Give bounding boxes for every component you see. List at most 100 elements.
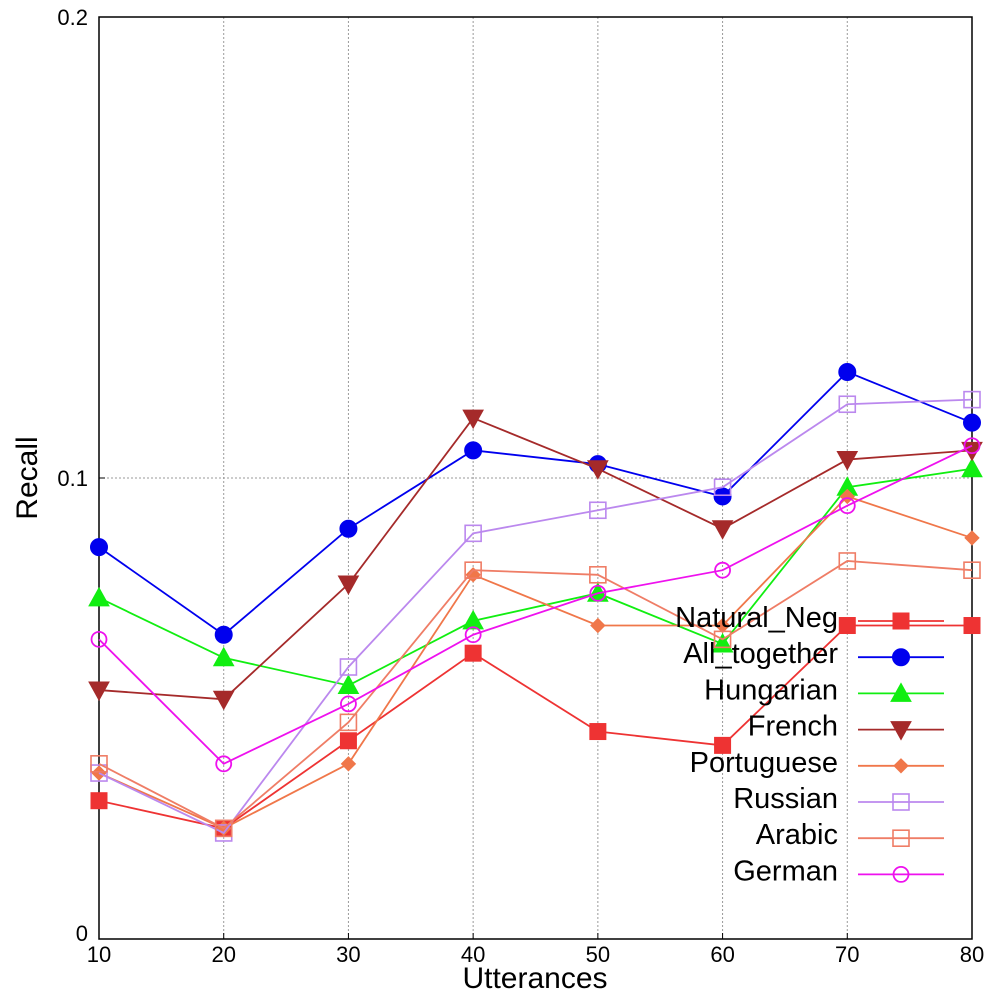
- legend-label-french: French: [748, 711, 838, 743]
- y-tick-label: 0: [76, 921, 88, 946]
- series-hungarian: [88, 457, 983, 694]
- legend-item-arabic: Arabic: [756, 819, 944, 851]
- legend-label-hungarian: Hungarian: [704, 674, 838, 706]
- data-point-portuguese: [340, 756, 357, 772]
- data-point-portuguese: [714, 617, 731, 634]
- data-point-russian: [90, 764, 108, 782]
- data-point-all-together: [214, 625, 233, 644]
- series-line-hungarian: [98, 467, 973, 687]
- legend-marker-hungarian: [890, 682, 912, 702]
- data-point-natural-neg: [589, 723, 607, 741]
- legend-item-russian: Russian: [733, 783, 944, 815]
- data-point-all-together: [713, 487, 732, 506]
- x-tick-label: 80: [960, 942, 984, 967]
- data-point-german: [838, 497, 856, 515]
- data-point-french: [836, 451, 859, 471]
- grid: [99, 17, 972, 939]
- legend-item-french: French: [748, 711, 944, 743]
- x-axis-label: Utterances: [462, 962, 607, 995]
- legend-label-portuguese: Portuguese: [690, 747, 838, 779]
- data-point-portuguese: [590, 617, 606, 634]
- series-line-natural-neg: [98, 624, 972, 830]
- legend-marker-french: [890, 721, 912, 741]
- x-tick-label: 10: [87, 942, 111, 967]
- x-tick-label: 30: [336, 942, 360, 967]
- data-point-all-together: [963, 413, 981, 432]
- legend-label-natural-neg: Natural_Neg: [675, 602, 838, 634]
- data-point-french: [337, 575, 360, 596]
- legend-item-hungarian: Hungarian: [704, 674, 944, 706]
- legend-label-all-together: All_together: [683, 638, 838, 670]
- data-point-hungarian: [462, 609, 484, 630]
- series-lines: [88, 362, 983, 842]
- y-tick-label: 0.1: [57, 466, 88, 491]
- data-point-all-together: [339, 519, 358, 538]
- legend-item-german: German: [733, 855, 944, 887]
- y-tick-label: 0.2: [57, 5, 88, 30]
- data-point-arabic: [464, 561, 482, 580]
- data-point-natural-neg: [90, 792, 108, 810]
- data-point-arabic: [963, 561, 981, 580]
- series-line-german: [98, 444, 973, 765]
- series-french: [88, 409, 983, 711]
- data-point-german: [714, 561, 731, 579]
- data-point-russian: [963, 390, 981, 409]
- axis-ticks: 10 20 30 40 50 60 70 80 0 0.1 0.2: [57, 5, 984, 967]
- y-axis-label: Recall: [11, 436, 44, 519]
- data-point-all-together: [90, 538, 108, 557]
- legend-label-arabic: Arabic: [756, 819, 838, 851]
- legend-marker-natural-neg: [892, 612, 910, 630]
- data-point-all-together: [464, 441, 483, 460]
- data-point-hungarian: [961, 457, 983, 478]
- series-line-all-together: [98, 370, 973, 636]
- legend: Natural_Neg All_together Hungarian French Po…: [675, 602, 944, 887]
- legend-marker-russian: [892, 793, 910, 811]
- data-point-french: [88, 681, 110, 702]
- data-point-natural-neg: [963, 617, 981, 635]
- data-point-arabic: [589, 566, 607, 584]
- data-point-german: [340, 695, 357, 713]
- data-point-arabic: [713, 630, 732, 649]
- data-point-all-together: [838, 362, 857, 381]
- data-point-hungarian: [88, 586, 110, 607]
- series-german: [90, 437, 981, 773]
- data-point-natural-neg: [339, 732, 357, 750]
- x-tick-label: 40: [461, 942, 485, 967]
- data-point-french: [711, 520, 734, 540]
- series-line-french: [98, 416, 973, 701]
- legend-marker-all-together: [892, 648, 910, 667]
- data-point-french: [462, 409, 484, 430]
- x-tick-label: 20: [211, 942, 235, 967]
- data-point-arabic: [90, 755, 108, 773]
- series-line-russian: [98, 398, 973, 835]
- data-point-natural-neg: [714, 736, 732, 754]
- legend-item-all-together: All_together: [683, 638, 944, 670]
- legend-item-natural-neg: Natural_Neg: [675, 602, 944, 634]
- data-point-german: [215, 755, 233, 773]
- data-point-german: [589, 584, 607, 602]
- data-point-russian: [713, 478, 732, 497]
- data-point-portuguese: [964, 530, 980, 546]
- legend-label-german: German: [733, 855, 838, 887]
- series-line-arabic: [98, 560, 973, 830]
- x-tick-label: 70: [835, 942, 859, 967]
- data-point-natural-neg: [464, 644, 482, 662]
- data-point-russian: [589, 501, 607, 520]
- data-point-hungarian: [212, 646, 235, 667]
- series-russian: [90, 390, 981, 842]
- data-point-german: [464, 626, 482, 644]
- legend-marker-arabic: [892, 829, 910, 848]
- data-point-german: [963, 437, 981, 455]
- data-point-french: [587, 460, 609, 480]
- data-point-russian: [464, 524, 482, 543]
- legend-label-russian: Russian: [733, 783, 838, 815]
- data-point-russian: [838, 395, 857, 414]
- legend-marker-german: [892, 866, 910, 883]
- series-natural-neg: [90, 617, 981, 837]
- series-line-portuguese: [98, 495, 973, 830]
- x-tick-label: 60: [710, 942, 734, 967]
- data-point-russian: [339, 658, 358, 676]
- data-point-german: [90, 630, 108, 648]
